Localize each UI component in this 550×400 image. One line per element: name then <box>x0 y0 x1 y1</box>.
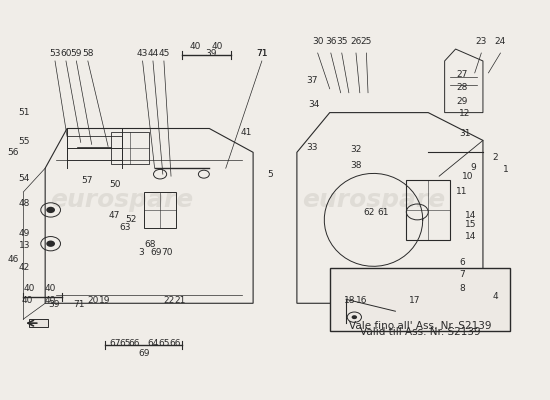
Text: 10: 10 <box>462 172 474 182</box>
Text: 30: 30 <box>312 37 323 46</box>
Text: 19: 19 <box>98 296 110 305</box>
Circle shape <box>46 240 55 247</box>
Text: 29: 29 <box>456 97 468 106</box>
Text: 39: 39 <box>205 48 217 58</box>
Text: 28: 28 <box>456 84 468 92</box>
Text: 40: 40 <box>190 42 201 51</box>
Text: 12: 12 <box>459 109 471 118</box>
Text: 71: 71 <box>256 48 268 58</box>
Text: 18: 18 <box>344 296 356 305</box>
Text: 54: 54 <box>19 174 30 183</box>
Text: 7: 7 <box>459 270 465 279</box>
Text: 21: 21 <box>175 296 186 305</box>
Text: 65: 65 <box>120 338 131 348</box>
Text: 49: 49 <box>19 229 30 238</box>
Text: 59: 59 <box>70 48 82 58</box>
Circle shape <box>351 315 357 319</box>
Text: 40: 40 <box>45 284 56 293</box>
Text: 31: 31 <box>459 129 471 138</box>
Text: 71: 71 <box>256 48 268 58</box>
Text: 50: 50 <box>109 180 120 190</box>
Text: 52: 52 <box>125 214 137 224</box>
Text: 33: 33 <box>306 143 317 152</box>
Text: 41: 41 <box>240 128 252 137</box>
Text: 60: 60 <box>60 48 72 58</box>
Text: 43: 43 <box>137 48 148 58</box>
Circle shape <box>46 207 55 213</box>
Text: 62: 62 <box>364 208 375 217</box>
Text: 61: 61 <box>377 208 388 217</box>
Text: 67: 67 <box>109 338 120 348</box>
Text: 68: 68 <box>145 240 156 249</box>
Text: 57: 57 <box>81 176 93 186</box>
Text: 51: 51 <box>19 108 30 117</box>
Text: 45: 45 <box>158 48 169 58</box>
Text: Vale fino all' Ass. Nr. S2139: Vale fino all' Ass. Nr. S2139 <box>349 321 491 331</box>
Text: 17: 17 <box>409 296 420 305</box>
Text: 70: 70 <box>161 248 172 256</box>
Text: 48: 48 <box>19 200 30 208</box>
Text: 16: 16 <box>356 296 368 305</box>
Text: 37: 37 <box>306 76 317 85</box>
Text: 66: 66 <box>128 338 140 348</box>
Text: 22: 22 <box>164 296 175 305</box>
Text: 3: 3 <box>138 248 144 256</box>
Text: 40: 40 <box>21 296 33 305</box>
Text: 26: 26 <box>350 37 362 46</box>
Text: 24: 24 <box>495 37 506 46</box>
Text: 55: 55 <box>19 137 30 146</box>
Text: 47: 47 <box>109 210 120 220</box>
Text: 15: 15 <box>465 220 477 229</box>
Text: 58: 58 <box>82 48 94 58</box>
Text: 23: 23 <box>476 37 487 46</box>
Text: 25: 25 <box>361 37 372 46</box>
Text: eurospare: eurospare <box>302 188 445 212</box>
Text: Valid till Ass. Nr. S2139: Valid till Ass. Nr. S2139 <box>360 327 480 337</box>
Text: 4: 4 <box>492 292 498 301</box>
Text: 1: 1 <box>503 164 509 174</box>
Bar <box>29 319 48 327</box>
Text: 71: 71 <box>73 300 85 309</box>
Text: eurospare: eurospare <box>50 188 194 212</box>
Text: 14: 14 <box>465 210 477 220</box>
Text: 65: 65 <box>158 338 169 348</box>
Text: 40: 40 <box>45 296 56 305</box>
Text: 9: 9 <box>470 163 476 172</box>
Text: 14: 14 <box>465 232 477 241</box>
Text: 69: 69 <box>150 248 162 256</box>
Text: 40: 40 <box>212 42 223 51</box>
Text: 44: 44 <box>147 48 158 58</box>
Text: 11: 11 <box>456 187 468 196</box>
Text: 64: 64 <box>147 338 158 348</box>
Text: 8: 8 <box>459 284 465 293</box>
Text: 13: 13 <box>19 241 30 250</box>
Text: 27: 27 <box>456 70 468 79</box>
Text: 2: 2 <box>492 152 498 162</box>
Text: 39: 39 <box>49 300 60 309</box>
Text: 38: 38 <box>350 160 362 170</box>
Text: 53: 53 <box>50 48 60 58</box>
Text: 66: 66 <box>169 338 180 348</box>
Text: 5: 5 <box>268 170 273 180</box>
Text: 6: 6 <box>459 258 465 267</box>
Text: 56: 56 <box>8 148 19 157</box>
Text: 34: 34 <box>309 100 320 109</box>
Text: 35: 35 <box>336 37 348 46</box>
Text: 32: 32 <box>350 145 362 154</box>
Text: 20: 20 <box>87 296 98 305</box>
Text: 42: 42 <box>19 263 30 272</box>
Text: 63: 63 <box>120 222 131 232</box>
Text: 40: 40 <box>23 284 35 293</box>
Bar <box>329 268 510 331</box>
Text: 46: 46 <box>8 255 19 264</box>
Text: 36: 36 <box>325 37 337 46</box>
Text: 69: 69 <box>138 349 150 358</box>
